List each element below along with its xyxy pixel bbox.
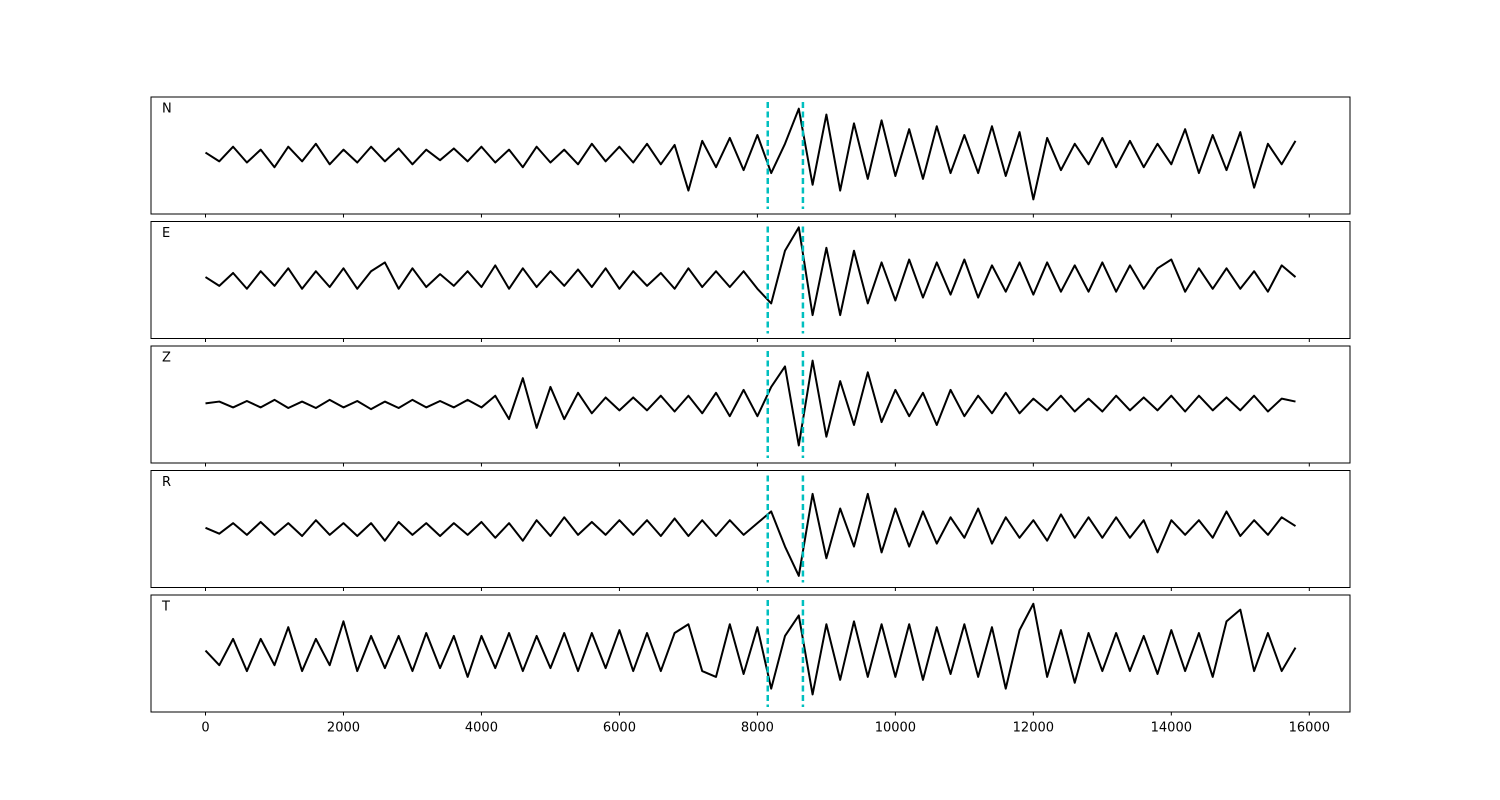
panel-frame bbox=[150, 345, 1351, 464]
panel-label: T bbox=[161, 600, 170, 615]
panel-frame bbox=[150, 594, 1351, 713]
x-tick-label: 14000 bbox=[1151, 721, 1192, 736]
panel-label: E bbox=[162, 226, 170, 241]
x-tick-label: 6000 bbox=[603, 721, 636, 736]
trace bbox=[205, 492, 1297, 577]
x-tick-label: 4000 bbox=[465, 721, 498, 736]
panel-frame bbox=[150, 470, 1351, 588]
x-tick-label: 2000 bbox=[327, 721, 360, 736]
panel-label: R bbox=[162, 475, 171, 490]
trace bbox=[204, 602, 1297, 696]
trace bbox=[205, 359, 1296, 447]
x-tick-label: 16000 bbox=[1289, 721, 1330, 736]
panel-label: Z bbox=[162, 351, 171, 366]
trace bbox=[204, 107, 1297, 201]
x-tick-label: 0 bbox=[201, 721, 209, 736]
x-tick-label: 12000 bbox=[1013, 721, 1054, 736]
panel-frame bbox=[150, 96, 1351, 215]
panel-frame bbox=[150, 221, 1351, 339]
panel-label: N bbox=[162, 102, 172, 117]
x-tick-label: 10000 bbox=[875, 721, 916, 736]
x-tick-label: 8000 bbox=[741, 721, 774, 736]
trace bbox=[204, 226, 1297, 317]
